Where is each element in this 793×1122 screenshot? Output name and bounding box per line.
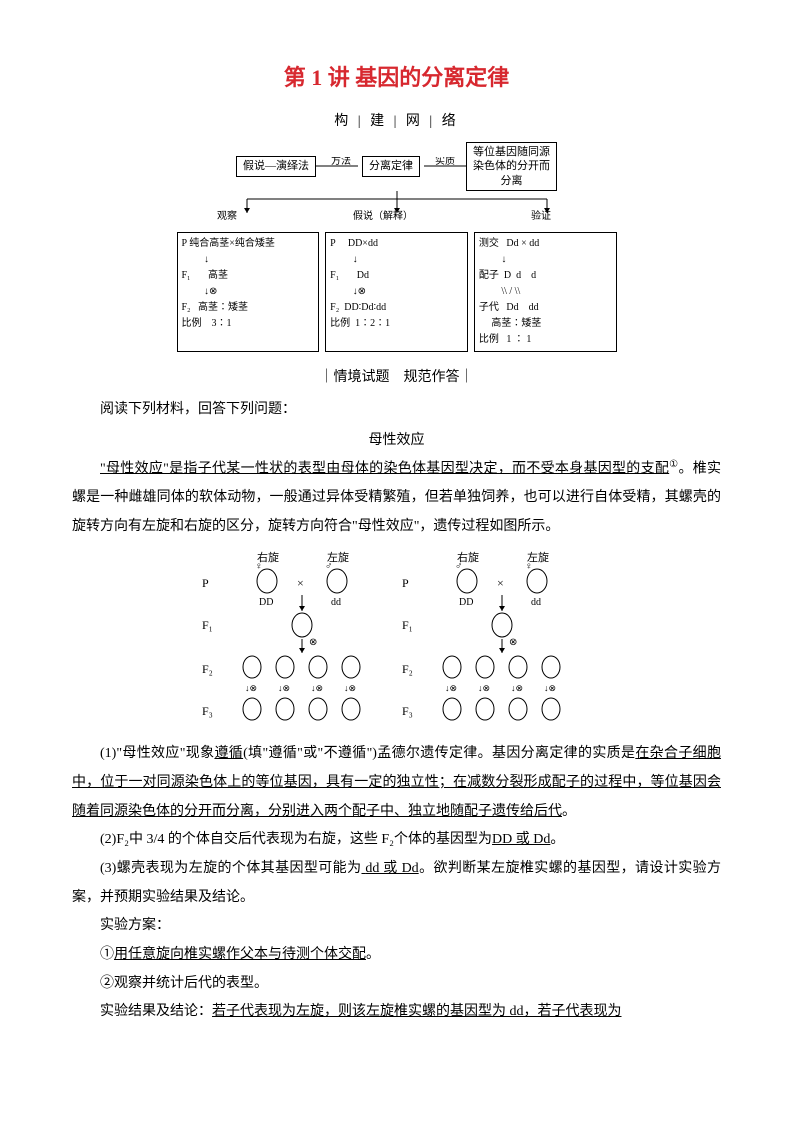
svg-text:×: × — [297, 576, 304, 590]
node-center: 分离定律 — [362, 156, 420, 176]
svg-text:×: × — [497, 576, 504, 590]
scenario-label: ｜情境试题 规范作答｜ — [72, 366, 721, 386]
paragraph-1: "母性效应"是指子代某一性状的表型由母体的染色体基因型决定，而不受本身基因型的支… — [72, 455, 721, 542]
intro-text: 阅读下列材料，回答下列问题： — [72, 396, 721, 425]
svg-text:↓⊗: ↓⊗ — [544, 683, 556, 693]
q1-text-c: 。 — [562, 804, 576, 819]
svg-text:F₃: F₃ — [202, 704, 213, 718]
svg-text:F₂: F₂ — [402, 662, 413, 676]
question-2: (2)F₂中 3/4 的个体自交后代表现为右旋，这些 F₂个体的基因型为DD 或… — [72, 826, 721, 855]
svg-text:♀: ♀ — [255, 561, 263, 572]
result-label: 实验结果及结论： — [100, 1004, 212, 1019]
q3-answer: dd 或 Dd — [365, 861, 418, 876]
label-method: 方法 — [331, 157, 351, 167]
svg-text:DD: DD — [259, 597, 273, 608]
q1-text-a: (1)"母性效应"现象 — [100, 746, 214, 761]
plan1-pre: ① — [100, 947, 114, 962]
diagram-panel-1: P 纯合高茎×纯合矮茎 ↓ F₁ 高茎 ↓⊗ F₂ 高茎∶矮茎 比例 3∶1 — [177, 232, 320, 352]
svg-text:DD: DD — [459, 597, 473, 608]
svg-text:F₁: F₁ — [402, 618, 413, 632]
label-obs: 观察 — [217, 209, 237, 221]
svg-text:↓⊗: ↓⊗ — [511, 683, 523, 693]
svg-text:↓⊗: ↓⊗ — [478, 683, 490, 693]
q1-text-b: (填"遵循"或"不遵循")孟德尔遗传定律。基因分离定律的实质是 — [243, 746, 635, 761]
result-underline: 若子代表现为左旋，则该左旋椎实螺的基因型为 dd，若子代表现为 — [212, 1004, 622, 1019]
result-line: 实验结果及结论：若子代表现为左旋，则该左旋椎实螺的基因型为 dd，若子代表现为 — [72, 998, 721, 1027]
branch-lines: 观察 假说（解释） 验证 — [177, 191, 617, 221]
svg-text:♂: ♂ — [455, 561, 463, 572]
svg-text:dd: dd — [531, 597, 541, 608]
svg-text:↓⊗: ↓⊗ — [445, 683, 457, 693]
svg-text:↓⊗: ↓⊗ — [311, 683, 323, 693]
sub-heading: 母性效应 — [72, 429, 721, 449]
p1-underline: "母性效应"是指子代某一性状的表型由母体的染色体基因型决定，而不受本身基因型的支… — [100, 461, 669, 476]
svg-text:⊗: ⊗ — [509, 637, 517, 648]
svg-text:♀: ♀ — [525, 561, 533, 572]
diagram-panel-3: 测交 Dd × dd ↓ 配子 D d d \\ / \\ 子代 Dd dd 高… — [474, 232, 617, 352]
svg-text:F₁: F₁ — [202, 618, 213, 632]
svg-text:↓⊗: ↓⊗ — [344, 683, 356, 693]
arrow-method: 方法 — [316, 157, 362, 175]
question-1: (1)"母性效应"现象遵循(填"遵循"或"不遵循")孟德尔遗传定律。基因分离定律… — [72, 740, 721, 826]
plan-step-1: ①用任意旋向椎实螺作父本与待测个体交配。 — [72, 941, 721, 970]
question-3: (3)螺壳表现为左旋的个体其基因型可能为 dd 或 Dd。欲判断某左旋椎实螺的基… — [72, 855, 721, 912]
plan1-underline: 用任意旋向椎实螺作父本与待测个体交配 — [114, 947, 366, 962]
q1-answer-1: 遵循 — [214, 746, 243, 761]
label-hyp: 假说（解释） — [353, 209, 413, 221]
plan-label: 实验方案： — [72, 912, 721, 941]
node-method: 假说—演绎法 — [236, 156, 316, 176]
svg-text:P: P — [402, 576, 409, 590]
cross-svg: 右旋 左旋 右旋 左旋 P DD♀ × dd♂ F₁ ⊗ F₂ ↓⊗↓⊗↓⊗↓⊗… — [177, 547, 617, 732]
label-essence: 实质 — [435, 157, 455, 167]
arrow-essence: 实质 — [420, 157, 466, 175]
lecture-title: 第 1 讲 基因的分离定律 — [72, 60, 721, 92]
svg-text:⊗: ⊗ — [309, 637, 317, 648]
svg-text:↓⊗: ↓⊗ — [245, 683, 257, 693]
svg-text:F₂: F₂ — [202, 662, 213, 676]
cross-diagram: 右旋 左旋 右旋 左旋 P DD♀ × dd♂ F₁ ⊗ F₂ ↓⊗↓⊗↓⊗↓⊗… — [72, 547, 721, 732]
subtitle-network: 构 | 建 | 网 | 络 — [72, 110, 721, 130]
node-essence: 等位基因随同源 染色体的分开而 分离 — [466, 142, 557, 191]
label-verify: 验证 — [531, 209, 551, 221]
diagram-panel-2: P DD×dd ↓ F₁ Dd ↓⊗ F₂ DD∶Dd∶dd 比例 1∶2∶1 — [325, 232, 468, 352]
svg-text:↓⊗: ↓⊗ — [278, 683, 290, 693]
q2-text-a: (2)F₂中 3/4 的个体自交后代表现为右旋，这些 F₂个体的基因型为 — [100, 832, 492, 847]
plan1-post: 。 — [366, 947, 380, 962]
svg-text:♂: ♂ — [325, 561, 333, 572]
plan-step-2: ②观察并统计后代的表型。 — [72, 970, 721, 999]
concept-diagram: 假说—演绎法 方法 分离定律 实质 等位基因随同源 染色体的分开而 分离 观察 … — [177, 142, 617, 352]
svg-text:F₃: F₃ — [402, 704, 413, 718]
svg-text:dd: dd — [331, 597, 341, 608]
svg-text:P: P — [202, 576, 209, 590]
q3-text-a: (3)螺壳表现为左旋的个体其基因型可能为 — [100, 861, 361, 876]
page-container: 第 1 讲 基因的分离定律 构 | 建 | 网 | 络 假说—演绎法 方法 分离… — [0, 0, 793, 1067]
q2-text-b: 。 — [550, 832, 564, 847]
q2-answer: DD 或 Dd — [492, 832, 550, 847]
